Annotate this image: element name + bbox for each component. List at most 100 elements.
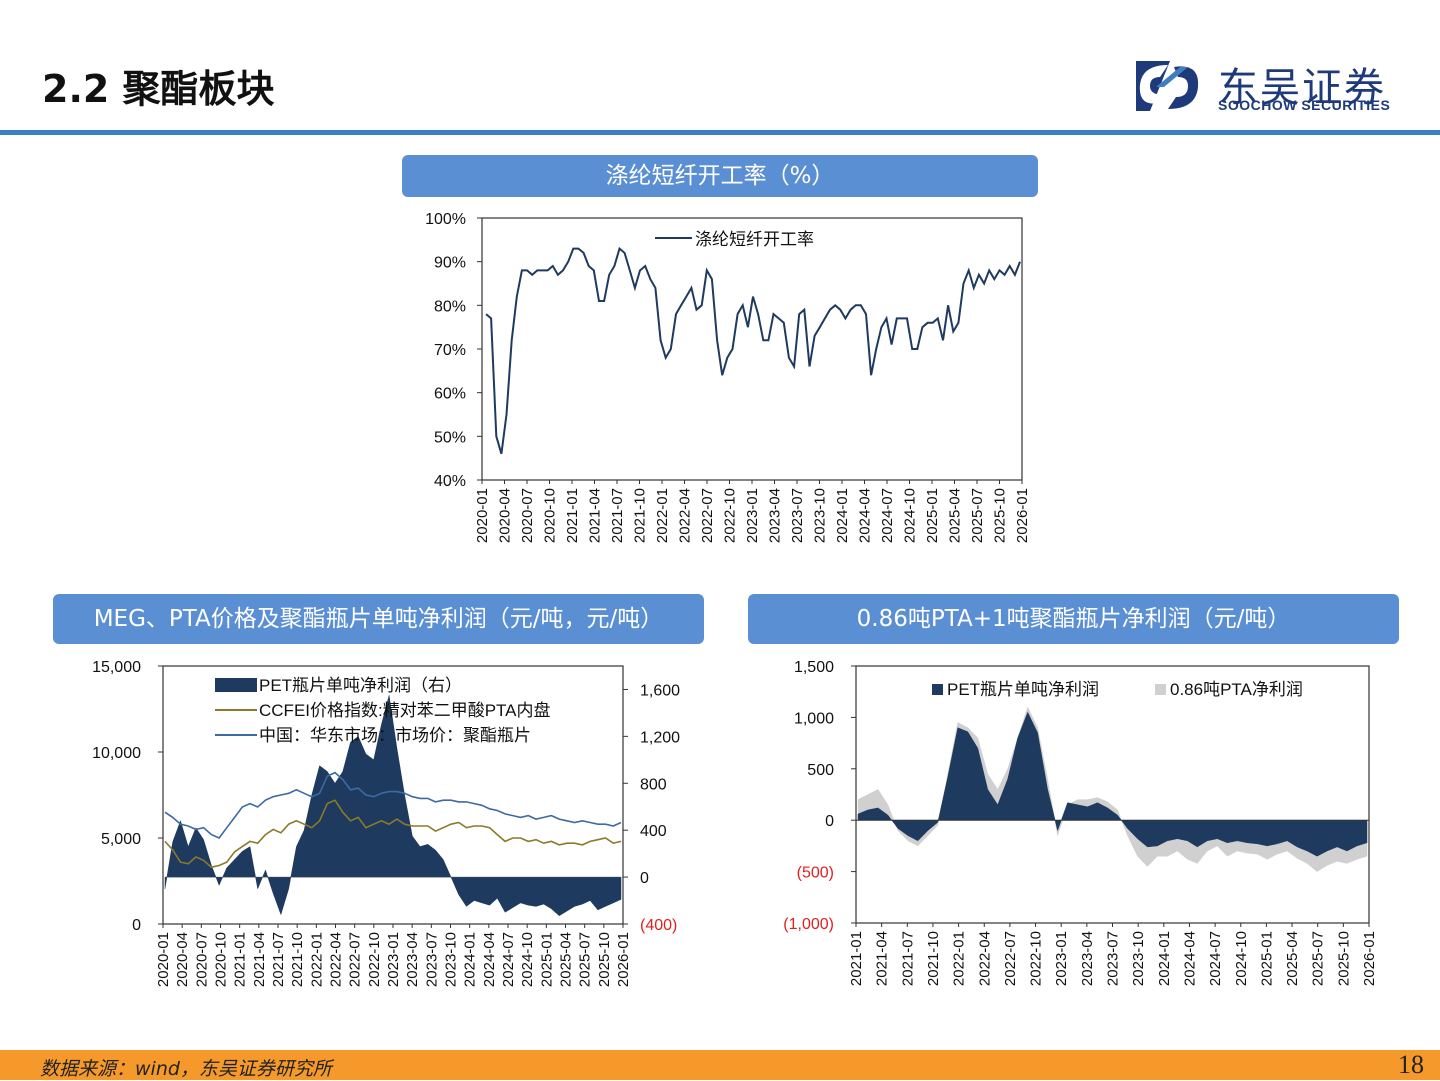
series-line-pet-price [164, 771, 622, 839]
y-left-tick-label: 0 [132, 917, 141, 934]
x-tick-label: 2024-07 [879, 488, 896, 543]
x-tick-label: 2025-10 [1335, 931, 1352, 986]
x-tick-label: 2021-01 [564, 488, 581, 543]
x-tick-label: 2022-10 [722, 488, 739, 543]
legend-label: CCFEI价格指数:精对苯二甲酸PTA内盘 [259, 701, 551, 720]
y-tick-label: 100% [425, 211, 466, 228]
y-right-tick-label: 800 [640, 776, 667, 793]
x-tick-label: 2023-01 [744, 488, 761, 543]
x-tick-label: 2020-07 [519, 488, 536, 543]
x-tick-label: 2025-04 [558, 932, 575, 987]
x-tick-label: 2025-01 [538, 932, 555, 987]
y-tick-label: 1,000 [794, 710, 834, 727]
y-tick-label: 40% [434, 473, 466, 490]
x-tick-label: 2022-07 [699, 488, 716, 543]
x-tick-label: 2022-10 [366, 932, 383, 987]
x-tick-label: 2024-01 [462, 932, 479, 987]
header-divider [0, 130, 1440, 135]
x-tick-label: 2020-01 [155, 932, 172, 987]
x-tick-label: 2026-01 [1361, 931, 1378, 986]
x-tick-label: 2024-07 [500, 932, 517, 987]
legend-label: 中国：华东市场：市场价：聚酯瓶片 [259, 726, 531, 745]
x-tick-label: 2021-10 [289, 932, 306, 987]
y-right-tick-label: 400 [640, 823, 667, 840]
legend-label: PET瓶片单吨净利润 [947, 680, 1099, 699]
x-tick-label: 2024-10 [1233, 931, 1250, 986]
y-tick-label: 50% [434, 429, 466, 446]
x-tick-label: 2021-04 [874, 931, 891, 986]
x-tick-label: 2024-01 [834, 488, 851, 543]
x-tick-label: 2024-10 [902, 488, 919, 543]
legend-label: 0.86吨PTA净利润 [1170, 680, 1303, 699]
x-tick-label: 2020-04 [174, 932, 191, 987]
logo-english-name: SOOCHOW SECURITIES [1218, 97, 1391, 113]
x-tick-label: 2020-10 [542, 488, 559, 543]
x-tick-label: 2023-04 [404, 932, 421, 987]
x-tick-label: 2022-01 [654, 488, 671, 543]
y-tick-label: 500 [807, 762, 834, 779]
x-tick-label: 2025-04 [947, 488, 964, 543]
x-tick-label: 2023-07 [423, 932, 440, 987]
y-tick-label: 90% [434, 255, 466, 272]
x-tick-label: 2025-01 [924, 488, 941, 543]
panel-title-pet-pta: 0.86吨PTA+1吨聚酯瓶片净利润（元/吨） [748, 594, 1399, 644]
panel-title-fiber: 涤纶短纤开工率（%） [402, 155, 1038, 197]
x-tick-label: 2024-01 [1156, 931, 1173, 986]
x-tick-label: 2023-10 [443, 932, 460, 987]
x-tick-label: 2023-07 [1105, 931, 1122, 986]
series-area-pet-profit [857, 711, 1368, 857]
y-right-tick-label: 0 [640, 870, 649, 887]
x-tick-label: 2025-07 [1310, 931, 1327, 986]
x-tick-label: 2025-07 [577, 932, 594, 987]
page-title: 2.2 聚酯板块 [42, 67, 275, 111]
x-tick-label: 2021-01 [848, 931, 865, 986]
x-tick-label: 2023-04 [767, 488, 784, 543]
x-tick-label: 2026-01 [615, 932, 632, 987]
x-tick-label: 2023-01 [1053, 931, 1070, 986]
series-line-pta-price [164, 799, 622, 869]
pet-pta-profit-chart: (1,000) (500) 0 500 1,000 1,500 2021-01 2021-04… [783, 659, 1378, 986]
data-source-note: 数据来源：wind，东吴证券研究所 [40, 1058, 332, 1080]
x-tick-label: 2024-04 [1181, 931, 1198, 986]
y-right-tick-label: 1,200 [640, 729, 680, 746]
legend-swatch-area [215, 678, 257, 692]
plot-frame [855, 665, 1370, 924]
fiber-operating-rate-chart: 40% 50% 60% 70% 80% 90% 100% 2020-01 2020-04 2020… [425, 211, 1031, 543]
x-tick-label: 2025-10 [992, 488, 1009, 543]
x-tick-label: 2022-04 [677, 488, 694, 543]
x-tick-label: 2021-04 [251, 932, 268, 987]
x-tick-label: 2022-04 [976, 931, 993, 986]
x-tick-label: 2022-01 [951, 931, 968, 986]
y-right-tick-label: 1,600 [640, 682, 680, 699]
legend-swatch [1155, 684, 1166, 695]
x-tick-label: 2022-01 [308, 932, 325, 987]
x-tick-label: 2021-07 [270, 932, 287, 987]
x-tick-label: 2021-07 [899, 931, 916, 986]
plot-frame [481, 217, 1023, 481]
x-tick-label: 2021-10 [632, 488, 649, 543]
y-tick-label: 70% [434, 342, 466, 359]
x-tick-label: 2021-10 [925, 931, 942, 986]
x-tick-label: 2025-07 [969, 488, 986, 543]
y-left-tick-label: 15,000 [92, 659, 141, 676]
x-tick-label: 2021-04 [587, 488, 604, 543]
x-tick-label: 2024-04 [481, 932, 498, 987]
meg-pta-profit-chart: 0 5,000 10,000 15,000 (400) 0 400 800 1,200 1,600… [92, 659, 680, 987]
legend-label: 涤纶短纤开工率 [695, 230, 814, 249]
x-tick-label: 2021-01 [232, 932, 249, 987]
y-left-tick-label: 5,000 [101, 831, 141, 848]
x-tick-label: 2025-01 [1258, 931, 1275, 986]
x-tick-label: 2026-01 [1014, 488, 1031, 543]
company-logo: 东吴证券 SOOCHOW SECURITIES [1130, 55, 1410, 117]
y-tick-label: 80% [434, 298, 466, 315]
series-area-pet-profit [164, 695, 622, 917]
x-tick-label: 2022-07 [347, 932, 364, 987]
x-tick-label: 2023-07 [789, 488, 806, 543]
x-tick-label: 2021-07 [609, 488, 626, 543]
x-tick-label: 2022-07 [1002, 931, 1019, 986]
x-tick-label: 2023-04 [1079, 931, 1096, 986]
x-tick-label: 2025-10 [596, 932, 613, 987]
x-tick-label: 2022-04 [328, 932, 345, 987]
panel-title-meg-pta: MEG、PTA价格及聚酯瓶片单吨净利润（元/吨，元/吨） [53, 594, 704, 644]
legend-label: PET瓶片单吨净利润（右） [259, 676, 462, 695]
